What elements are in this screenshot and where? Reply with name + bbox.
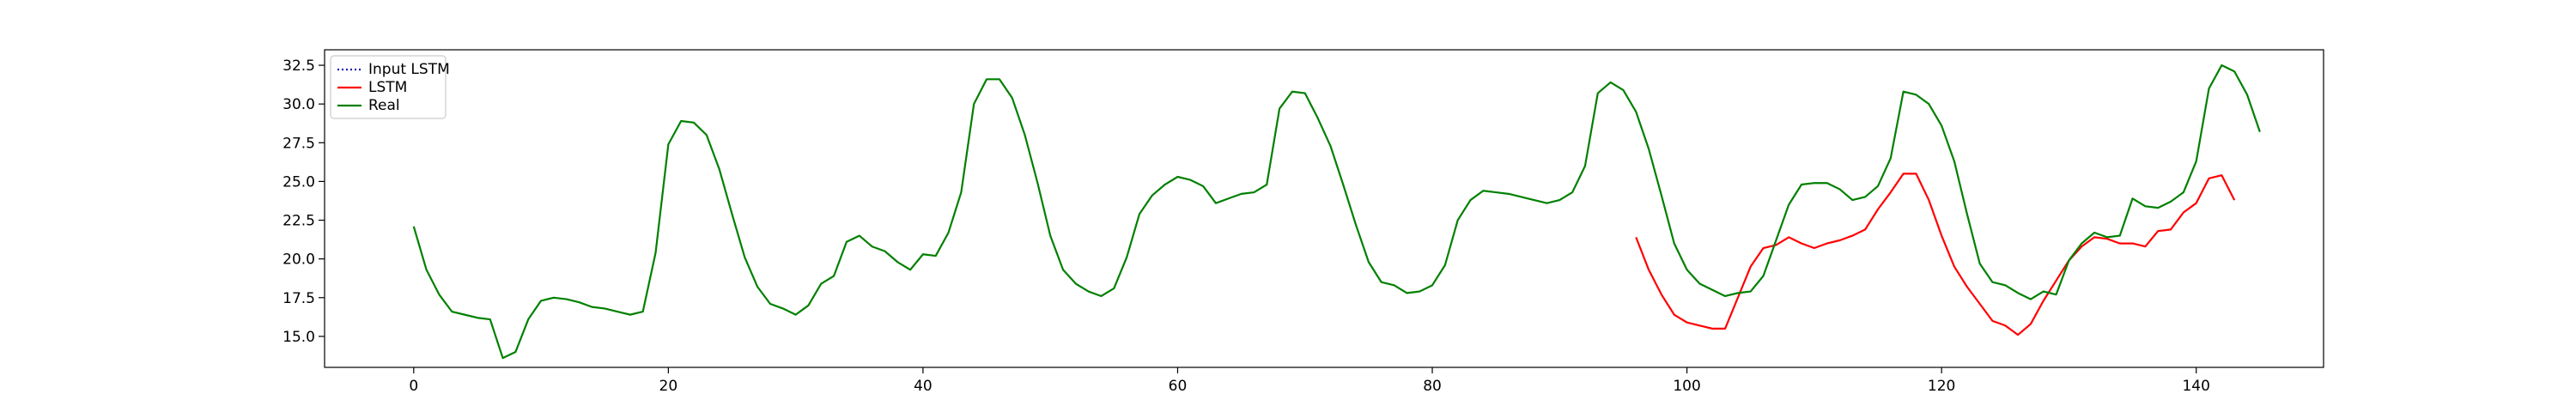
x-tick-label: 80: [1423, 378, 1442, 395]
series-layer: [412, 64, 2261, 360]
legend-label: Input LSTM: [368, 61, 450, 78]
legend-label: Real: [368, 97, 400, 114]
x-tick-label: 40: [914, 378, 933, 395]
x-tick-label: 20: [659, 378, 678, 395]
x-tick-label: 100: [1673, 378, 1700, 395]
axes-frame: [324, 49, 2324, 368]
legend-box: [330, 55, 447, 119]
y-tick-label: 15.0: [283, 329, 315, 346]
plot-area: 0 20 40 60 80 100 120 140 15.0 17.5 20.0 22.5 25.0 2…: [283, 49, 2324, 395]
x-tick-label: 140: [2182, 378, 2209, 395]
y-tick-label: 25.0: [283, 173, 315, 191]
x-tick-label: 0: [409, 378, 418, 395]
y-tick-label: 20.0: [283, 251, 315, 269]
x-tick-label: 60: [1169, 378, 1188, 395]
y-tick-label: 32.5: [283, 58, 315, 75]
legend-label: LSTM: [368, 79, 407, 96]
x-axis: 0 20 40 60 80 100 120 140: [409, 367, 2210, 395]
x-tick-label: 120: [1928, 378, 1955, 395]
y-axis: 15.0 17.5 20.0 22.5 25.0 27.5 30.0 32.5: [283, 58, 325, 346]
y-tick-label: 30.0: [283, 96, 315, 113]
series-line-real: [412, 64, 2261, 360]
y-tick-label: 22.5: [283, 213, 315, 230]
y-tick-label: 27.5: [283, 135, 315, 152]
y-tick-label: 17.5: [283, 290, 315, 307]
series-line-lstm: [1635, 173, 2236, 336]
